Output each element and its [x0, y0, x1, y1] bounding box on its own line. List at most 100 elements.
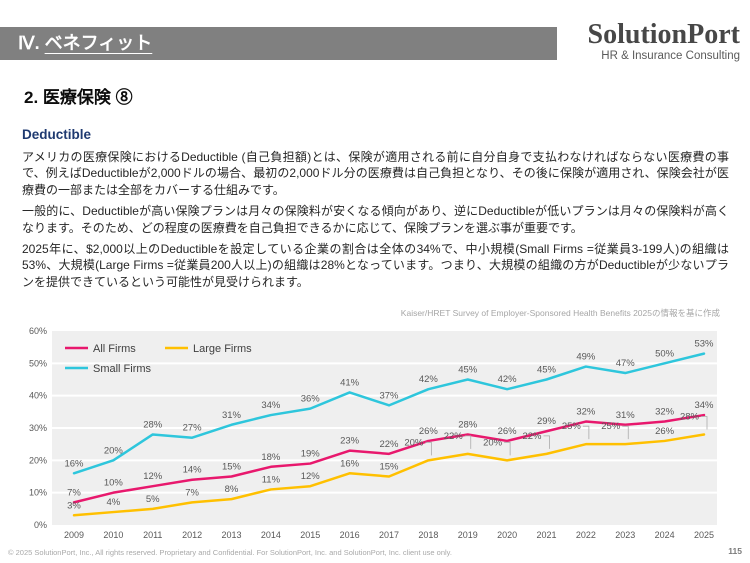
data-label: 5% — [146, 494, 160, 505]
data-label: 4% — [107, 497, 121, 508]
topic-heading: Deductible — [22, 127, 92, 142]
y-axis-tick-label: 10% — [29, 488, 47, 498]
data-label: 29% — [537, 416, 557, 427]
section-number: Ⅳ. — [18, 33, 45, 53]
data-label: 49% — [576, 352, 596, 363]
page-title: 2. 医療保険 ⑧ — [24, 88, 133, 107]
x-axis-tick-label: 2024 — [655, 530, 675, 540]
data-label: 20% — [104, 445, 124, 456]
label-leader-line — [701, 416, 708, 430]
x-axis-tick-label: 2016 — [340, 530, 360, 540]
y-axis-tick-label: 0% — [34, 520, 47, 530]
data-label: 23% — [340, 436, 360, 447]
data-label: 3% — [67, 500, 81, 511]
data-label: 53% — [694, 339, 714, 350]
x-axis-tick-label: 2011 — [143, 530, 162, 540]
data-label: 31% — [616, 410, 636, 421]
data-label: 26% — [498, 426, 518, 437]
x-axis-tick-label: 2012 — [182, 530, 202, 540]
x-axis-tick-label: 2022 — [576, 530, 596, 540]
x-axis-tick-label: 2019 — [458, 530, 478, 540]
data-label: 15% — [222, 462, 242, 473]
data-label: 22% — [522, 431, 542, 442]
data-label: 14% — [183, 465, 203, 476]
x-axis-tick-label: 2025 — [694, 530, 714, 540]
data-label: 20% — [483, 437, 503, 448]
body-paragraph: アメリカの医療保険におけるDeductible (自己負担額)とは、保険が適用さ… — [22, 150, 729, 197]
legend-label-small-firms: Small Firms — [93, 363, 152, 375]
data-label: 12% — [143, 471, 163, 482]
data-label: 47% — [616, 358, 636, 369]
data-label: 50% — [655, 348, 675, 359]
data-label: 16% — [64, 458, 84, 469]
data-label: 11% — [262, 474, 281, 485]
data-label: 19% — [301, 449, 321, 460]
logo-tagline: HR & Insurance Consulting — [601, 50, 740, 62]
x-axis-tick-label: 2018 — [418, 530, 438, 540]
data-label: 28% — [458, 419, 478, 430]
x-axis-tick-label: 2020 — [497, 530, 517, 540]
chart-source-note: Kaiser/HRET Survey of Employer-Sponsored… — [400, 308, 720, 318]
footer-copyright: © 2025 SolutionPort, Inc., All rights re… — [8, 548, 452, 557]
data-label: 7% — [185, 487, 199, 498]
data-label: 26% — [419, 426, 439, 437]
data-label: 28% — [680, 411, 700, 422]
y-axis-tick-label: 50% — [29, 358, 47, 368]
x-axis-tick-label: 2014 — [261, 530, 281, 540]
data-label: 27% — [183, 423, 203, 434]
label-leader-line — [622, 425, 629, 440]
data-label: 26% — [655, 426, 675, 437]
label-leader-line — [464, 435, 472, 449]
label-leader-line — [543, 435, 550, 449]
body-text-block: アメリカの医療保険におけるDeductible (自己負担額)とは、保険が適用さ… — [22, 149, 729, 295]
data-label: 15% — [379, 462, 399, 473]
logo-wordmark: SolutionPort — [587, 19, 740, 50]
legend-label-all-firms: All Firms — [93, 343, 136, 355]
data-label: 18% — [261, 452, 281, 463]
x-axis-tick-label: 2015 — [300, 530, 320, 540]
data-label: 34% — [261, 400, 281, 411]
data-label: 28% — [143, 419, 163, 430]
data-label: 7% — [67, 487, 81, 498]
x-axis-tick-label: 2013 — [221, 530, 241, 540]
chart-line-large-firms — [72, 433, 706, 517]
section-title: ベネフィット — [44, 33, 153, 53]
data-label: 41% — [340, 377, 360, 388]
data-label: 42% — [498, 374, 518, 385]
data-label: 37% — [379, 390, 399, 401]
data-label: 42% — [419, 374, 439, 385]
data-label: 34% — [694, 400, 714, 411]
company-logo: SolutionPort HR & Insurance Consulting — [587, 19, 740, 63]
y-axis-tick-label: 20% — [29, 455, 47, 465]
deductible-line-chart: 0% 10% 20% 30% 40% 50% 60% 2009 2010 2011 2012 2013… — [0, 298, 750, 548]
y-axis-tick-label: 60% — [29, 326, 47, 336]
data-label: 36% — [301, 394, 321, 405]
x-axis-tick-label: 2009 — [64, 530, 84, 540]
data-label: 22% — [379, 439, 399, 450]
chart-svg: 0% 10% 20% 30% 40% 50% 60% 2009 2010 2011 2012 2013… — [29, 326, 717, 540]
x-axis-tick-label: 2017 — [379, 530, 399, 540]
page-number: 115 — [728, 546, 742, 556]
data-label: 25% — [601, 421, 621, 432]
body-paragraph: 2025年に、$2,000以上のDeductibleを設定している企業の割合は全… — [22, 242, 729, 289]
y-axis-tick-label: 30% — [29, 423, 47, 433]
data-label: 32% — [576, 407, 596, 418]
data-label: 8% — [225, 484, 239, 495]
data-label: 16% — [340, 458, 360, 469]
y-axis-tick-label: 40% — [29, 391, 47, 401]
legend-label-large-firms: Large Firms — [193, 343, 252, 355]
chart-line-all-firms — [72, 413, 706, 504]
label-leader-line — [504, 441, 511, 456]
label-leader-line — [582, 425, 590, 440]
body-paragraph: 一般的に、Deductibleが高い保険プランは月々の保険料が安くなる傾向があり… — [22, 204, 729, 235]
data-label: 45% — [537, 365, 557, 376]
x-axis-tick-label: 2010 — [103, 530, 123, 540]
data-label: 32% — [655, 407, 675, 418]
chart-line-small-firms — [72, 352, 706, 475]
section-header-bar: Ⅳ. ベネフィット — [0, 27, 557, 60]
x-axis-tick-label: 2021 — [536, 530, 556, 540]
data-label: 12% — [301, 471, 321, 482]
data-label: 20% — [404, 437, 424, 448]
data-label: 10% — [104, 478, 124, 489]
x-axis-tick-label: 2023 — [615, 530, 635, 540]
